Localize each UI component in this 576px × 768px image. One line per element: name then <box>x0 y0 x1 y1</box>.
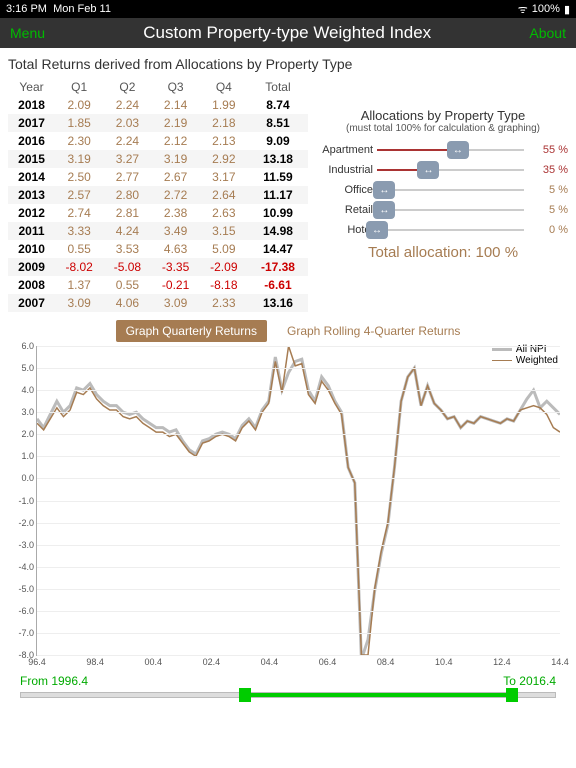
table-row: 20142.502.772.673.1711.59 <box>8 168 308 186</box>
alloc-slider-apartment[interactable]: Apartment↔55 % <box>318 144 568 156</box>
table-row: 20132.572.802.722.6411.17 <box>8 186 308 204</box>
table-row: 20182.092.242.141.998.74 <box>8 96 308 114</box>
table-header: Q3 <box>152 78 200 96</box>
chart-area: -8.0-7.0-6.0-5.0-4.0-3.0-2.0-1.00.01.02.… <box>36 346 560 656</box>
alloc-slider-office[interactable]: Office↔5 % <box>318 184 568 196</box>
table-row: 20081.370.55-0.21-8.18-6.61 <box>8 276 308 294</box>
table-header: Year <box>8 78 55 96</box>
table-row: 20153.193.273.192.9213.18 <box>8 150 308 168</box>
range-thumb-from[interactable] <box>239 688 251 702</box>
table-row: 20113.334.243.493.1514.98 <box>8 222 308 240</box>
alloc-slider-industrial[interactable]: Industrial↔35 % <box>318 164 568 176</box>
slider-thumb[interactable]: ↔ <box>373 181 395 199</box>
slider-thumb[interactable]: ↔ <box>366 221 388 239</box>
alloc-slider-hotel[interactable]: Hotel↔0 % <box>318 224 568 236</box>
table-header: Q1 <box>55 78 103 96</box>
status-bar: 3:16 PM Mon Feb 11 ᯤ 100% ▮ <box>0 0 576 18</box>
chart-section: Graph Quarterly Returns Graph Rolling 4-… <box>8 320 568 698</box>
table-header: Q4 <box>200 78 248 96</box>
alloc-slider-retail[interactable]: Retail↔5 % <box>318 204 568 216</box>
returns-table: YearQ1Q2Q3Q4Total 20182.092.242.141.998.… <box>8 78 308 312</box>
range-thumb-to[interactable] <box>506 688 518 702</box>
total-allocation: Total allocation: 100 % <box>318 244 568 261</box>
tab-rolling[interactable]: Graph Rolling 4-Quarter Returns <box>287 324 460 338</box>
slider-thumb[interactable]: ↔ <box>447 141 469 159</box>
menu-button[interactable]: Menu <box>10 25 45 41</box>
table-header: Q2 <box>103 78 151 96</box>
tab-quarterly[interactable]: Graph Quarterly Returns <box>116 320 267 342</box>
range-from-label: From 1996.4 <box>20 674 88 688</box>
table-header: Total <box>248 78 308 96</box>
range-to-label: To 2016.4 <box>503 674 556 688</box>
wifi-icon: ᯤ <box>518 2 528 17</box>
slider-thumb[interactable]: ↔ <box>417 161 439 179</box>
slider-thumb[interactable]: ↔ <box>373 201 395 219</box>
table-row: 2009-8.02-5.08-3.35-2.09-17.38 <box>8 258 308 276</box>
subtitle: Total Returns derived from Allocations b… <box>8 56 568 72</box>
alloc-title: Allocations by Property Type <box>318 108 568 123</box>
returns-table-area: YearQ1Q2Q3Q4Total 20182.092.242.141.998.… <box>8 78 308 312</box>
page-title: Custom Property-type Weighted Index <box>143 23 431 43</box>
table-row: 20073.094.063.092.3313.16 <box>8 294 308 312</box>
battery-icon: ▮ <box>564 3 570 16</box>
date-range-slider[interactable]: From 1996.4 To 2016.4 <box>20 674 556 698</box>
about-button[interactable]: About <box>529 25 566 41</box>
allocations-panel: Allocations by Property Type (must total… <box>318 78 568 312</box>
table-row: 20100.553.534.635.0914.47 <box>8 240 308 258</box>
table-row: 20122.742.812.382.6310.99 <box>8 204 308 222</box>
app-header: Menu Custom Property-type Weighted Index… <box>0 18 576 48</box>
alloc-subtitle: (must total 100% for calculation & graph… <box>318 123 568 134</box>
table-row: 20162.302.242.122.139.09 <box>8 132 308 150</box>
table-row: 20171.852.032.192.188.51 <box>8 114 308 132</box>
